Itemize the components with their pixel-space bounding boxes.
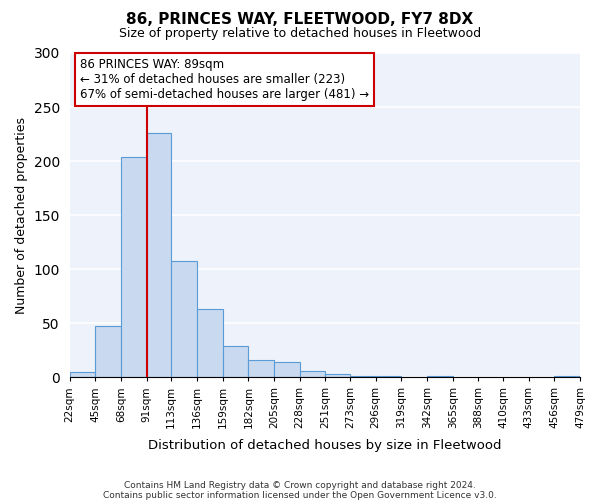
Y-axis label: Number of detached properties: Number of detached properties (15, 116, 28, 314)
Text: Contains HM Land Registry data © Crown copyright and database right 2024.: Contains HM Land Registry data © Crown c… (124, 481, 476, 490)
Bar (350, 376, 376, 377)
Bar (95, 326, 121, 377)
Text: 86 PRINCES WAY: 89sqm
← 31% of detached houses are smaller (223)
67% of semi-det: 86 PRINCES WAY: 89sqm ← 31% of detached … (80, 58, 369, 101)
Text: Size of property relative to detached houses in Fleetwood: Size of property relative to detached ho… (119, 28, 481, 40)
Bar (70, 372, 95, 377)
Bar (274, 362, 299, 377)
Bar (197, 309, 223, 377)
Bar (248, 360, 274, 377)
Bar (299, 371, 325, 377)
X-axis label: Distribution of detached houses by size in Fleetwood: Distribution of detached houses by size … (148, 440, 502, 452)
Bar (376, 376, 401, 377)
Bar (121, 157, 147, 377)
Text: Contains public sector information licensed under the Open Government Licence v3: Contains public sector information licen… (103, 491, 497, 500)
Bar (427, 376, 452, 377)
Bar (171, 260, 197, 377)
Text: 86, PRINCES WAY, FLEETWOOD, FY7 8DX: 86, PRINCES WAY, FLEETWOOD, FY7 8DX (127, 12, 473, 28)
Bar (223, 346, 248, 377)
Bar (147, 133, 171, 377)
Bar (554, 376, 580, 377)
Bar (325, 374, 350, 377)
